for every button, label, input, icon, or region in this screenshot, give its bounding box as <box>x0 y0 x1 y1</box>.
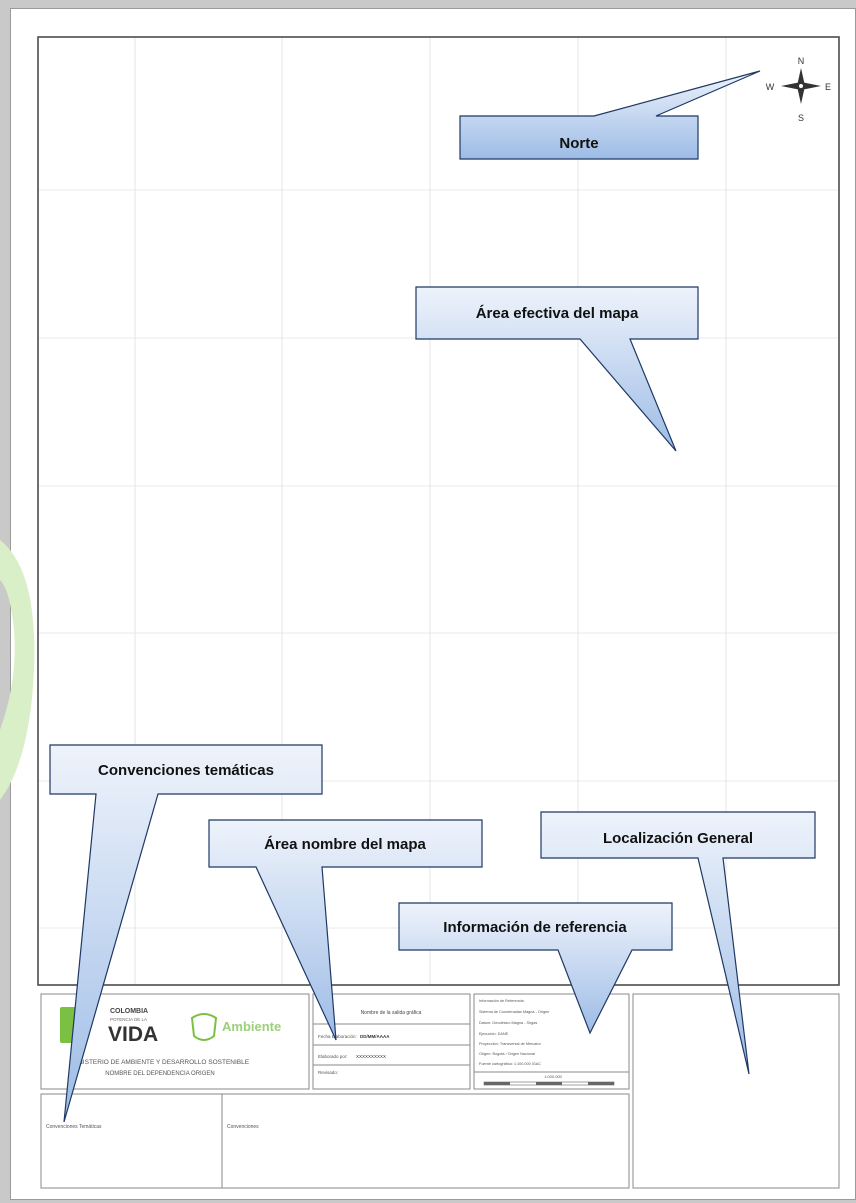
callout-area-efectiva-label: Área efectiva del mapa <box>476 305 639 322</box>
ref-line3: Ejecución: DANE <box>479 1032 509 1036</box>
logo-colombia-line2: POTENCIA DE LA <box>110 1017 147 1022</box>
logo-ambiente: Ambiente <box>190 1013 281 1041</box>
fecha-value: DD/MM/AAAA <box>360 1034 390 1039</box>
reference-info-text: Información de Referencia: Sistema de Co… <box>479 999 549 1066</box>
fecha-label: Fecha Elaboración: <box>318 1034 357 1039</box>
ref-line6: Fuente cartográfica: 1:100.000 IGAC <box>479 1062 541 1066</box>
scale-text: 1:000.000 <box>544 1074 563 1079</box>
watermark-logo <box>0 540 35 800</box>
map-frame <box>37 36 840 986</box>
callout-convenciones-label: Convenciones temáticas <box>98 762 274 779</box>
callout-localizacion <box>540 811 816 1075</box>
callout-informacion-label: Información de referencia <box>443 919 627 936</box>
north-arrow-icon: N S W E <box>766 56 831 123</box>
sheet <box>10 8 856 1200</box>
ref-title: Información de Referencia: <box>479 999 525 1003</box>
callout-area-nombre-label: Área nombre del mapa <box>264 836 426 853</box>
logo-vida: VIDA <box>108 1023 158 1046</box>
conv-tematicas-label: Convenciones Temáticas <box>46 1124 102 1130</box>
ref-line5: Origen: Bogotá / Origen Nacional <box>479 1052 535 1056</box>
callout-localizacion-label: Localización General <box>603 830 753 847</box>
reference-info-box <box>473 993 630 1090</box>
location-box <box>632 993 840 1189</box>
ref-line2: Datum: Geodésico Magna - Sirgas <box>479 1021 537 1025</box>
ref-line1: Sistema de Coordenadas Magna - Origen <box>479 1010 549 1014</box>
callout-informacion <box>398 902 673 1035</box>
callout-norte <box>459 70 761 160</box>
logo-colombia-line1: COLOMBIA <box>110 1008 148 1015</box>
conventions-box <box>40 1093 630 1189</box>
compass-e: E <box>825 82 831 92</box>
ministry-line1: MINISTERIO DE AMBIENTE Y DESARROLLO SOST… <box>71 1059 250 1066</box>
elaborado-value: XXXXXXXXXX <box>356 1054 386 1059</box>
scale-bar <box>483 1081 615 1086</box>
title-block <box>40 993 840 1189</box>
revisado-label: Revisado: <box>318 1070 338 1075</box>
logo-box <box>40 993 310 1090</box>
callout-convenciones <box>49 744 323 1123</box>
ref-line4: Proyección: Transversal de Mercator <box>479 1042 542 1046</box>
compass-s: S <box>798 113 804 123</box>
callout-area-efectiva <box>415 286 699 452</box>
map-name-text: Nombre de la salida gráfica <box>361 1010 422 1016</box>
elaborado-label: Elaborado por: <box>318 1054 348 1059</box>
compass-w: W <box>766 82 775 92</box>
callout-area-nombre <box>208 819 483 1041</box>
map-name-box <box>312 993 471 1090</box>
logo-ambiente-text: Ambiente <box>222 1019 281 1034</box>
callout-norte-label: Norte <box>559 135 598 152</box>
compass-n: N <box>798 56 805 66</box>
ministry-line2: NOMBRE DEL DEPENDENCIA ORIGEN <box>105 1071 214 1077</box>
conv-label: Convenciones <box>227 1124 259 1130</box>
